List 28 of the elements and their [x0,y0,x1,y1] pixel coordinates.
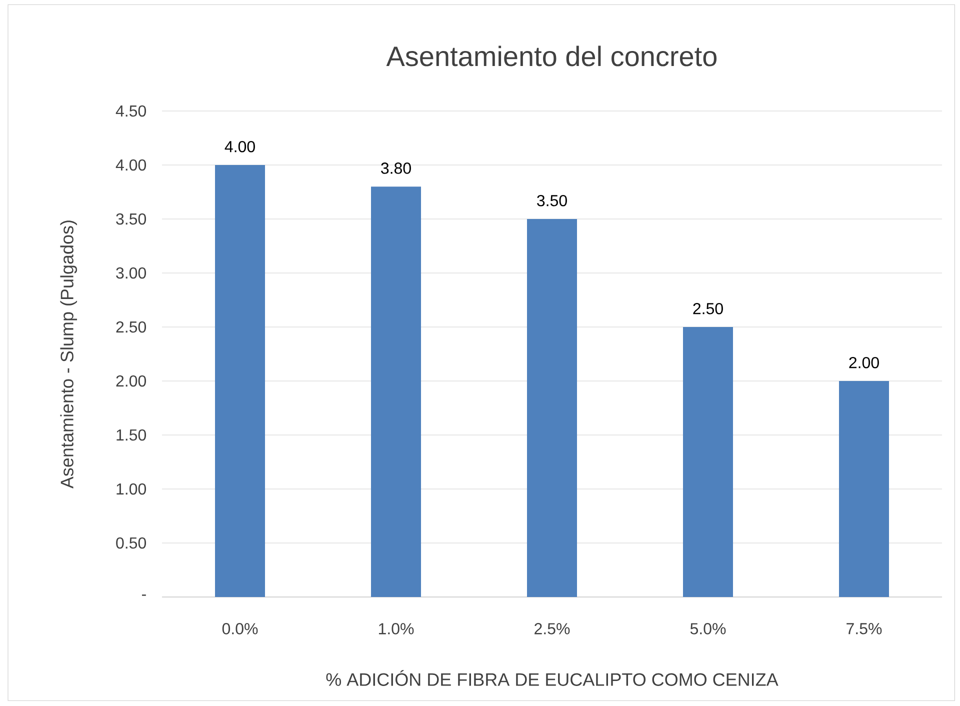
bar [839,380,889,597]
y-tick-label: 0.50 [116,537,146,549]
data-label: 4.00 [224,140,255,152]
bar [527,218,578,597]
bar [215,164,266,597]
x-tick-label: 7.5% [846,623,882,634]
x-tick-label: 5.0% [690,623,726,634]
y-tick-label: 3.00 [116,267,146,279]
y-tick-label: 3.50 [116,213,146,225]
x-tick-label: 0.0% [222,623,258,634]
data-label: 2.00 [849,356,879,368]
data-label: 3.80 [381,162,411,174]
y-tick-label: 4.50 [116,105,146,117]
y-tick-label: 4.00 [116,159,146,171]
bar [683,326,733,597]
chart-title: Asentamiento del concreto [386,46,717,66]
y-tick-label: 1.50 [116,429,146,441]
data-label: 2.50 [693,302,723,314]
x-tick-label: 1.0% [378,623,414,634]
y-tick-label: 2.50 [116,321,146,333]
y-tick-label: 2.00 [116,375,146,387]
y-tick-label: 1.00 [116,483,146,495]
bar [371,186,422,597]
x-axis-title: % ADICIÓN DE FIBRA DE EUCALIPTO COMO CENIZA [326,670,778,686]
y-axis-title: Asentamiento - Slump (Pulgados) [60,220,78,489]
data-label: 3.50 [537,194,567,206]
x-tick-label: 2.5% [534,623,570,634]
y-tick-label: - [142,594,146,596]
